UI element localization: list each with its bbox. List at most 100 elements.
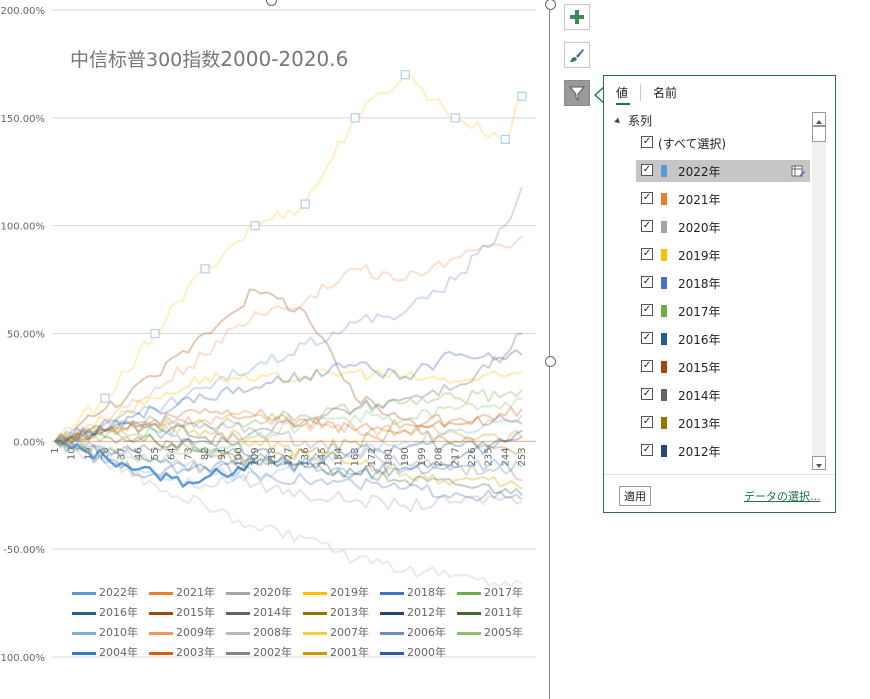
chart-elements-button[interactable]: [564, 4, 590, 30]
series-color-swatch: [661, 305, 667, 317]
tree-node-series[interactable]: 系列: [614, 112, 652, 129]
legend-item[interactable]: 2002年: [226, 644, 292, 660]
x-tick-label: 46: [133, 447, 144, 460]
series-checkbox[interactable]: ✓: [641, 248, 653, 260]
series-label: 2022年: [678, 165, 721, 179]
series-checkbox[interactable]: ✓: [641, 276, 653, 288]
tab-names[interactable]: 名前: [653, 86, 678, 100]
x-tick-label: 235: [484, 447, 495, 466]
series-filter-item[interactable]: ✓ 2013年: [636, 412, 810, 434]
series-checkbox[interactable]: ✓: [641, 164, 653, 176]
filter-list-scrollbar[interactable]: [812, 112, 826, 470]
scroll-up-button[interactable]: [812, 112, 826, 126]
series-line-2009年: [54, 235, 523, 447]
legend-item[interactable]: 2012年: [380, 604, 446, 620]
data-point-marker: [350, 113, 360, 123]
legend-item[interactable]: 2009年: [149, 624, 215, 640]
x-tick-label: 100: [233, 447, 244, 466]
series-line-2019年: [54, 368, 523, 443]
select-all-item[interactable]: ✓ (すべて選択): [636, 132, 810, 154]
series-checkbox[interactable]: ✓: [641, 304, 653, 316]
legend-item[interactable]: 2006年: [380, 624, 446, 640]
resize-handle-right[interactable]: [545, 356, 556, 367]
legend-label: 2015年: [176, 606, 215, 619]
series-filter-item[interactable]: ✓ 2015年: [636, 356, 810, 378]
chart-styles-button[interactable]: [564, 42, 590, 68]
plus-icon: [570, 10, 584, 24]
series-filter-item[interactable]: ✓ 2016年: [636, 328, 810, 350]
tab-separator: [640, 84, 641, 101]
chart-filters-button[interactable]: [564, 80, 590, 106]
series-filter-item[interactable]: ✓ 2018年: [636, 272, 810, 294]
legend-swatch: [226, 611, 250, 615]
apply-button[interactable]: 適用: [619, 486, 651, 506]
series-color-swatch: [661, 277, 667, 289]
legend-swatch: [149, 591, 173, 595]
edit-series-icon[interactable]: [791, 164, 805, 178]
scroll-thumb[interactable]: [812, 126, 826, 142]
series-line-2015年: [54, 288, 523, 442]
scroll-down-button[interactable]: [812, 456, 826, 470]
legend-item[interactable]: 2000年: [380, 644, 446, 660]
series-checkbox[interactable]: ✓: [641, 192, 653, 204]
resize-handle-top-right[interactable]: [545, 0, 556, 10]
legend-swatch: [380, 591, 404, 595]
data-point-marker: [250, 221, 260, 231]
series-line-2008年: [54, 437, 523, 588]
series-checkbox[interactable]: ✓: [641, 444, 653, 456]
legend-item[interactable]: 2004年: [72, 644, 138, 660]
x-tick-label: 154: [334, 447, 345, 466]
series-filter-item[interactable]: ✓ 2022年: [636, 160, 810, 182]
legend-swatch: [457, 611, 481, 615]
series-line-2000年: [54, 349, 523, 443]
legend-label: 2003年: [176, 646, 215, 659]
legend-item[interactable]: 2005年: [457, 624, 523, 640]
legend-item[interactable]: 2016年: [72, 604, 138, 620]
series-line-2016年: [54, 436, 523, 479]
legend-item[interactable]: 2021年: [149, 584, 215, 600]
legend-swatch: [226, 651, 250, 655]
series-filter-item[interactable]: ✓ 2017年: [636, 300, 810, 322]
chart-title[interactable]: 中信标普300指数2000-2020.6: [70, 45, 348, 72]
series-checkbox[interactable]: ✓: [641, 220, 653, 232]
legend-swatch: [380, 651, 404, 655]
data-point-marker: [100, 393, 110, 403]
chart-area[interactable]: 200.00% 150.00% 100.00% 50.00% 0.00% -50.00% -…: [0, 0, 552, 699]
legend-item[interactable]: 2013年: [303, 604, 369, 620]
legend-label: 2000年: [407, 646, 446, 659]
series-filter-item[interactable]: ✓ 2021年: [636, 188, 810, 210]
data-point-marker: [150, 328, 160, 339]
tab-values[interactable]: 値: [616, 86, 629, 100]
legend-item[interactable]: 2022年: [72, 584, 138, 600]
checkbox-select-all[interactable]: ✓: [641, 136, 653, 148]
series-checkbox[interactable]: ✓: [641, 332, 653, 344]
legend-item[interactable]: 2001年: [303, 644, 369, 660]
series-filter-item[interactable]: ✓ 2020年: [636, 216, 810, 238]
series-checkbox[interactable]: ✓: [641, 416, 653, 428]
legend-item[interactable]: 2007年: [303, 624, 369, 640]
series-filter-item[interactable]: ✓ 2014年: [636, 384, 810, 406]
series-filter-item[interactable]: ✓ 2019年: [636, 244, 810, 266]
legend-item[interactable]: 2008年: [226, 624, 292, 640]
y-tick-label: -100.00%: [0, 653, 45, 664]
x-tick-label: 217: [450, 447, 461, 466]
series-checkbox[interactable]: ✓: [641, 388, 653, 400]
legend-label: 2002年: [253, 646, 292, 659]
collapse-triangle-icon[interactable]: [614, 117, 622, 126]
x-tick-label: 37: [117, 447, 128, 460]
legend-item[interactable]: 2014年: [226, 604, 292, 620]
legend-item[interactable]: 2010年: [72, 624, 138, 640]
legend-item[interactable]: 2003年: [149, 644, 215, 660]
series-filter-item[interactable]: ✓ 2012年: [636, 440, 810, 462]
legend-item[interactable]: 2020年: [226, 584, 292, 600]
select-data-link[interactable]: データの選択...: [744, 490, 821, 503]
legend-item[interactable]: 2015年: [149, 604, 215, 620]
y-tick-label: 0.00%: [13, 437, 45, 448]
series-line-2002年: [54, 414, 523, 482]
legend-item[interactable]: 2018年: [380, 584, 446, 600]
legend-item[interactable]: 2011年: [457, 604, 523, 620]
legend-item[interactable]: 2017年: [457, 584, 523, 600]
series-checkbox[interactable]: ✓: [641, 360, 653, 372]
legend-item[interactable]: 2019年: [303, 584, 369, 600]
series-label: 2018年: [678, 277, 721, 291]
